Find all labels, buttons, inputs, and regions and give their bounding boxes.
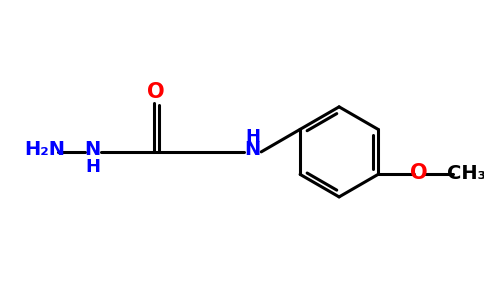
- Text: CH₃: CH₃: [447, 164, 484, 183]
- Text: N: N: [84, 140, 101, 160]
- Text: H₂N: H₂N: [24, 140, 65, 160]
- Text: N: N: [245, 140, 261, 160]
- Text: H: H: [245, 128, 260, 146]
- Text: O: O: [147, 82, 165, 102]
- Text: H: H: [85, 158, 100, 176]
- Text: O: O: [409, 164, 427, 184]
